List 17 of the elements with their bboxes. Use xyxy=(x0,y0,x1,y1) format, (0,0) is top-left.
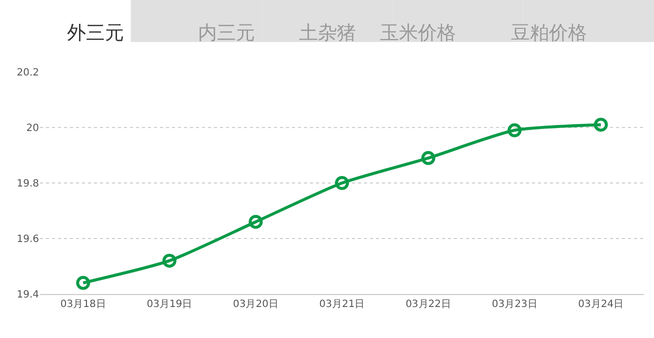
y-tick-label: 19.6 xyxy=(16,234,39,245)
text: 内三元 xyxy=(198,22,255,44)
y-tick-label: 19.4 xyxy=(16,290,39,300)
x-tick-label: 03月22日 xyxy=(406,299,452,310)
text: 外三元 xyxy=(67,22,124,44)
y-tick-label: 19.8 xyxy=(16,178,39,190)
x-tick-label: 03月20日 xyxy=(232,299,278,310)
y-tick-label: 20.2 xyxy=(16,68,39,78)
text: 土杂猪 xyxy=(299,22,356,44)
x-tick-label: 03月23日 xyxy=(492,299,538,310)
x-tick-label: 03月24日 xyxy=(578,299,624,310)
text: 玉米价格 xyxy=(380,22,456,44)
text: 豆粕价格 xyxy=(511,22,587,44)
x-tick-label: 03月21日 xyxy=(319,299,365,310)
y-tick-label: 20 xyxy=(26,123,39,134)
x-tick-label: 03月18日 xyxy=(60,299,106,310)
x-tick-label: 03月19日 xyxy=(146,299,192,310)
